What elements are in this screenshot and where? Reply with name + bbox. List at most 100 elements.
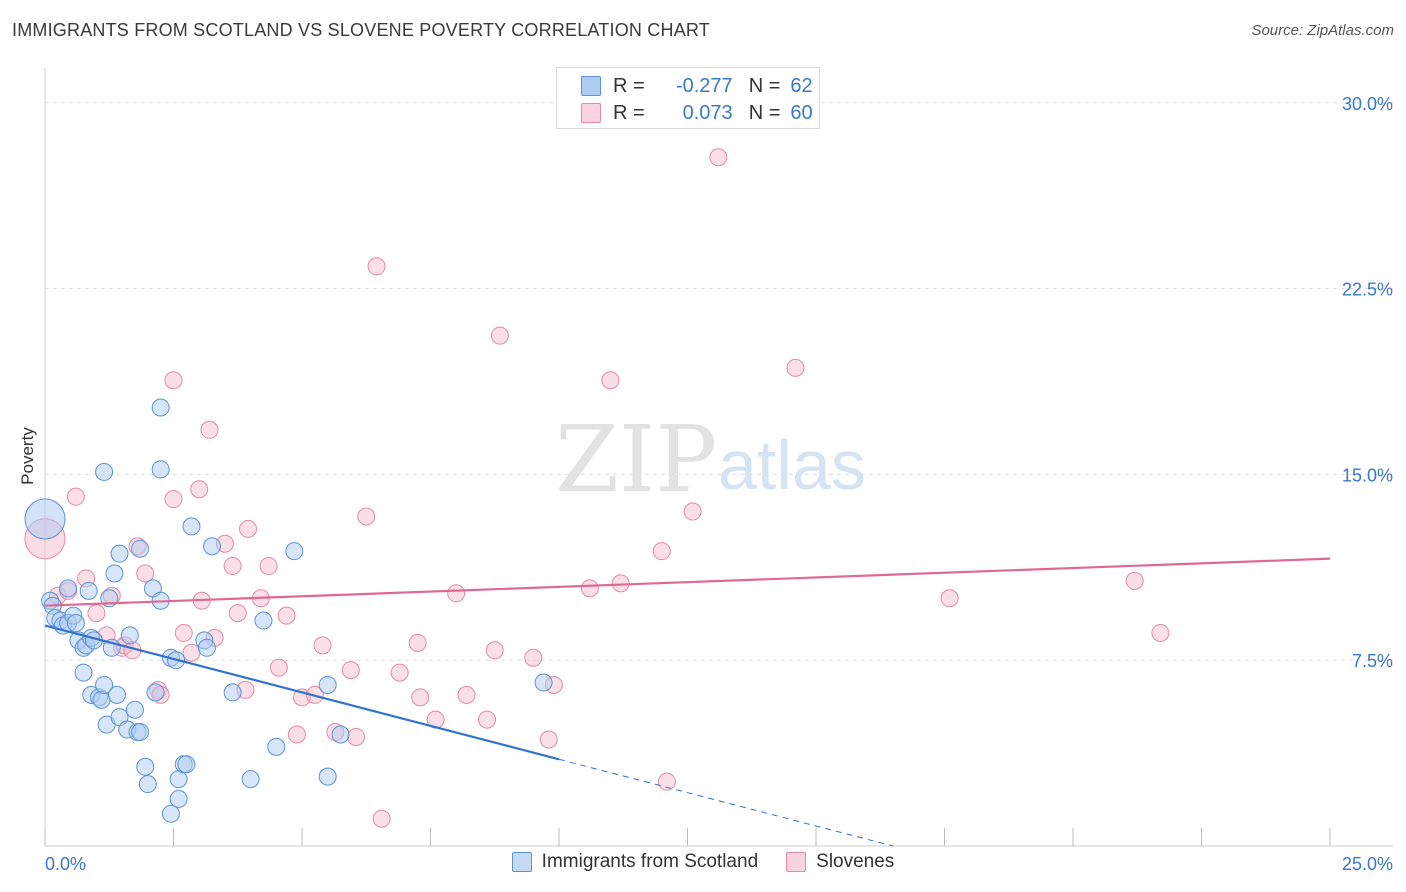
slovenes-point	[87, 604, 106, 623]
slovenes-point	[239, 519, 258, 538]
slovenes-point	[259, 557, 278, 576]
slovenes-point	[287, 725, 306, 744]
slovenes-point	[164, 490, 183, 509]
slovenes-point	[200, 420, 219, 439]
slovenes-point	[341, 661, 360, 680]
scotland-point	[318, 767, 337, 786]
scotland-point	[151, 460, 170, 479]
slovenes-point	[164, 371, 183, 390]
x-tick-label: 0.0%	[45, 854, 86, 874]
slovenes-point	[411, 688, 430, 707]
slovenes-point	[269, 658, 288, 677]
slovenes-point	[174, 623, 193, 642]
legend-label: Slovenes	[816, 851, 895, 872]
slovenes-point	[457, 685, 476, 704]
scotland-point	[24, 498, 66, 540]
scotland-point	[120, 626, 139, 645]
scotland-point	[161, 804, 180, 823]
slovenes-point	[447, 584, 466, 603]
watermark-atlas: atlas	[718, 426, 866, 504]
scotland-point	[66, 614, 85, 633]
scotland-point	[254, 611, 273, 630]
source-credit: Source: ZipAtlas.com	[1251, 22, 1394, 39]
y-tick-label: 7.5%	[1352, 651, 1393, 671]
scotland-point	[169, 789, 188, 808]
n-label: N =	[748, 101, 781, 124]
slovenes-swatch-icon	[581, 103, 601, 123]
slovenes-trend-line	[44, 557, 1331, 607]
slovenes-point	[1125, 571, 1144, 590]
y-tick-label: 30.0%	[1342, 94, 1393, 114]
tick-labels: 7.5% 15.0% 22.5% 30.0% 0.0% 25.0%	[45, 94, 1393, 874]
scotland-point	[79, 581, 98, 600]
grid-lines	[45, 102, 1393, 661]
n-value: 60	[790, 101, 813, 124]
y-tick-label: 22.5%	[1342, 280, 1393, 300]
slovenes-point	[709, 148, 728, 167]
scotland-point	[285, 542, 304, 561]
scotland-point	[136, 757, 155, 776]
scotland-point	[92, 690, 111, 709]
scotland-swatch-icon	[581, 76, 601, 96]
scotland-point	[318, 675, 337, 694]
legend-item-slovenes[interactable]: Slovenes	[786, 851, 894, 873]
slovenes-point	[580, 579, 599, 598]
slovenes-point	[478, 710, 497, 729]
scotland-point	[95, 462, 114, 481]
scotland-point	[138, 775, 157, 794]
slovenes-legend-swatch-icon	[786, 852, 807, 872]
scotland-point	[223, 683, 242, 702]
slovenes-point	[408, 633, 427, 652]
slovenes-point	[657, 772, 676, 791]
slovenes-point	[228, 604, 247, 623]
r-value: 0.073	[682, 101, 733, 124]
scotland-point	[331, 725, 350, 744]
legend-label: Immigrants from Scotland	[541, 851, 759, 872]
scotland-point	[74, 663, 93, 682]
scotland-legend-swatch-icon	[511, 852, 532, 872]
scotland-point	[131, 539, 150, 558]
scotland-point	[197, 638, 216, 657]
scotland-point	[131, 723, 150, 742]
scotland-point	[107, 685, 126, 704]
n-value: 62	[790, 74, 813, 97]
y-tick-label: 15.0%	[1342, 465, 1393, 485]
slovenes-point	[66, 487, 85, 506]
slovenes-point	[485, 641, 504, 660]
correlation-stats-box: R = -0.277 N = 62 R = 0.073 N = 60	[556, 67, 820, 129]
r-value: -0.277	[675, 74, 733, 97]
legend-item-scotland[interactable]: Immigrants from Scotland	[511, 851, 759, 873]
slovenes-point	[940, 589, 959, 608]
scotland-point	[241, 770, 260, 789]
slovenes-point	[652, 542, 671, 561]
trend-lines	[44, 557, 1331, 847]
slovenes-point	[786, 358, 805, 377]
chart-legend: Immigrants from Scotland Slovenes	[0, 851, 1406, 873]
slovenes-point	[490, 326, 509, 345]
scotland-point	[105, 564, 124, 583]
scotland-points	[24, 398, 553, 823]
slovenes-point	[223, 557, 242, 576]
chart-title: IMMIGRANTS FROM SCOTLAND VS SLOVENE POVE…	[12, 20, 710, 40]
scotland-point	[203, 537, 222, 556]
scotland-trend-line	[44, 624, 560, 761]
slovenes-point	[524, 648, 543, 667]
stats-row-slovenes: R = 0.073 N = 60	[581, 101, 813, 125]
zipatlas-watermark: ZIP atlas	[555, 406, 866, 513]
stats-row-scotland: R = -0.277 N = 62	[581, 74, 813, 98]
slovenes-point	[346, 727, 365, 746]
scotland-point	[151, 398, 170, 417]
scotland-point	[267, 737, 286, 756]
slovenes-point	[601, 371, 620, 390]
x-tick-label: 25.0%	[1342, 854, 1393, 874]
slovenes-point	[277, 606, 296, 625]
axes	[44, 68, 1393, 847]
watermark-zip: ZIP	[555, 406, 717, 513]
scotland-point	[95, 675, 114, 694]
slovenes-point	[136, 564, 155, 583]
scotland-point	[59, 579, 78, 598]
slovenes-point	[357, 507, 376, 526]
scotland-point	[110, 544, 129, 563]
slovenes-point	[372, 809, 391, 828]
